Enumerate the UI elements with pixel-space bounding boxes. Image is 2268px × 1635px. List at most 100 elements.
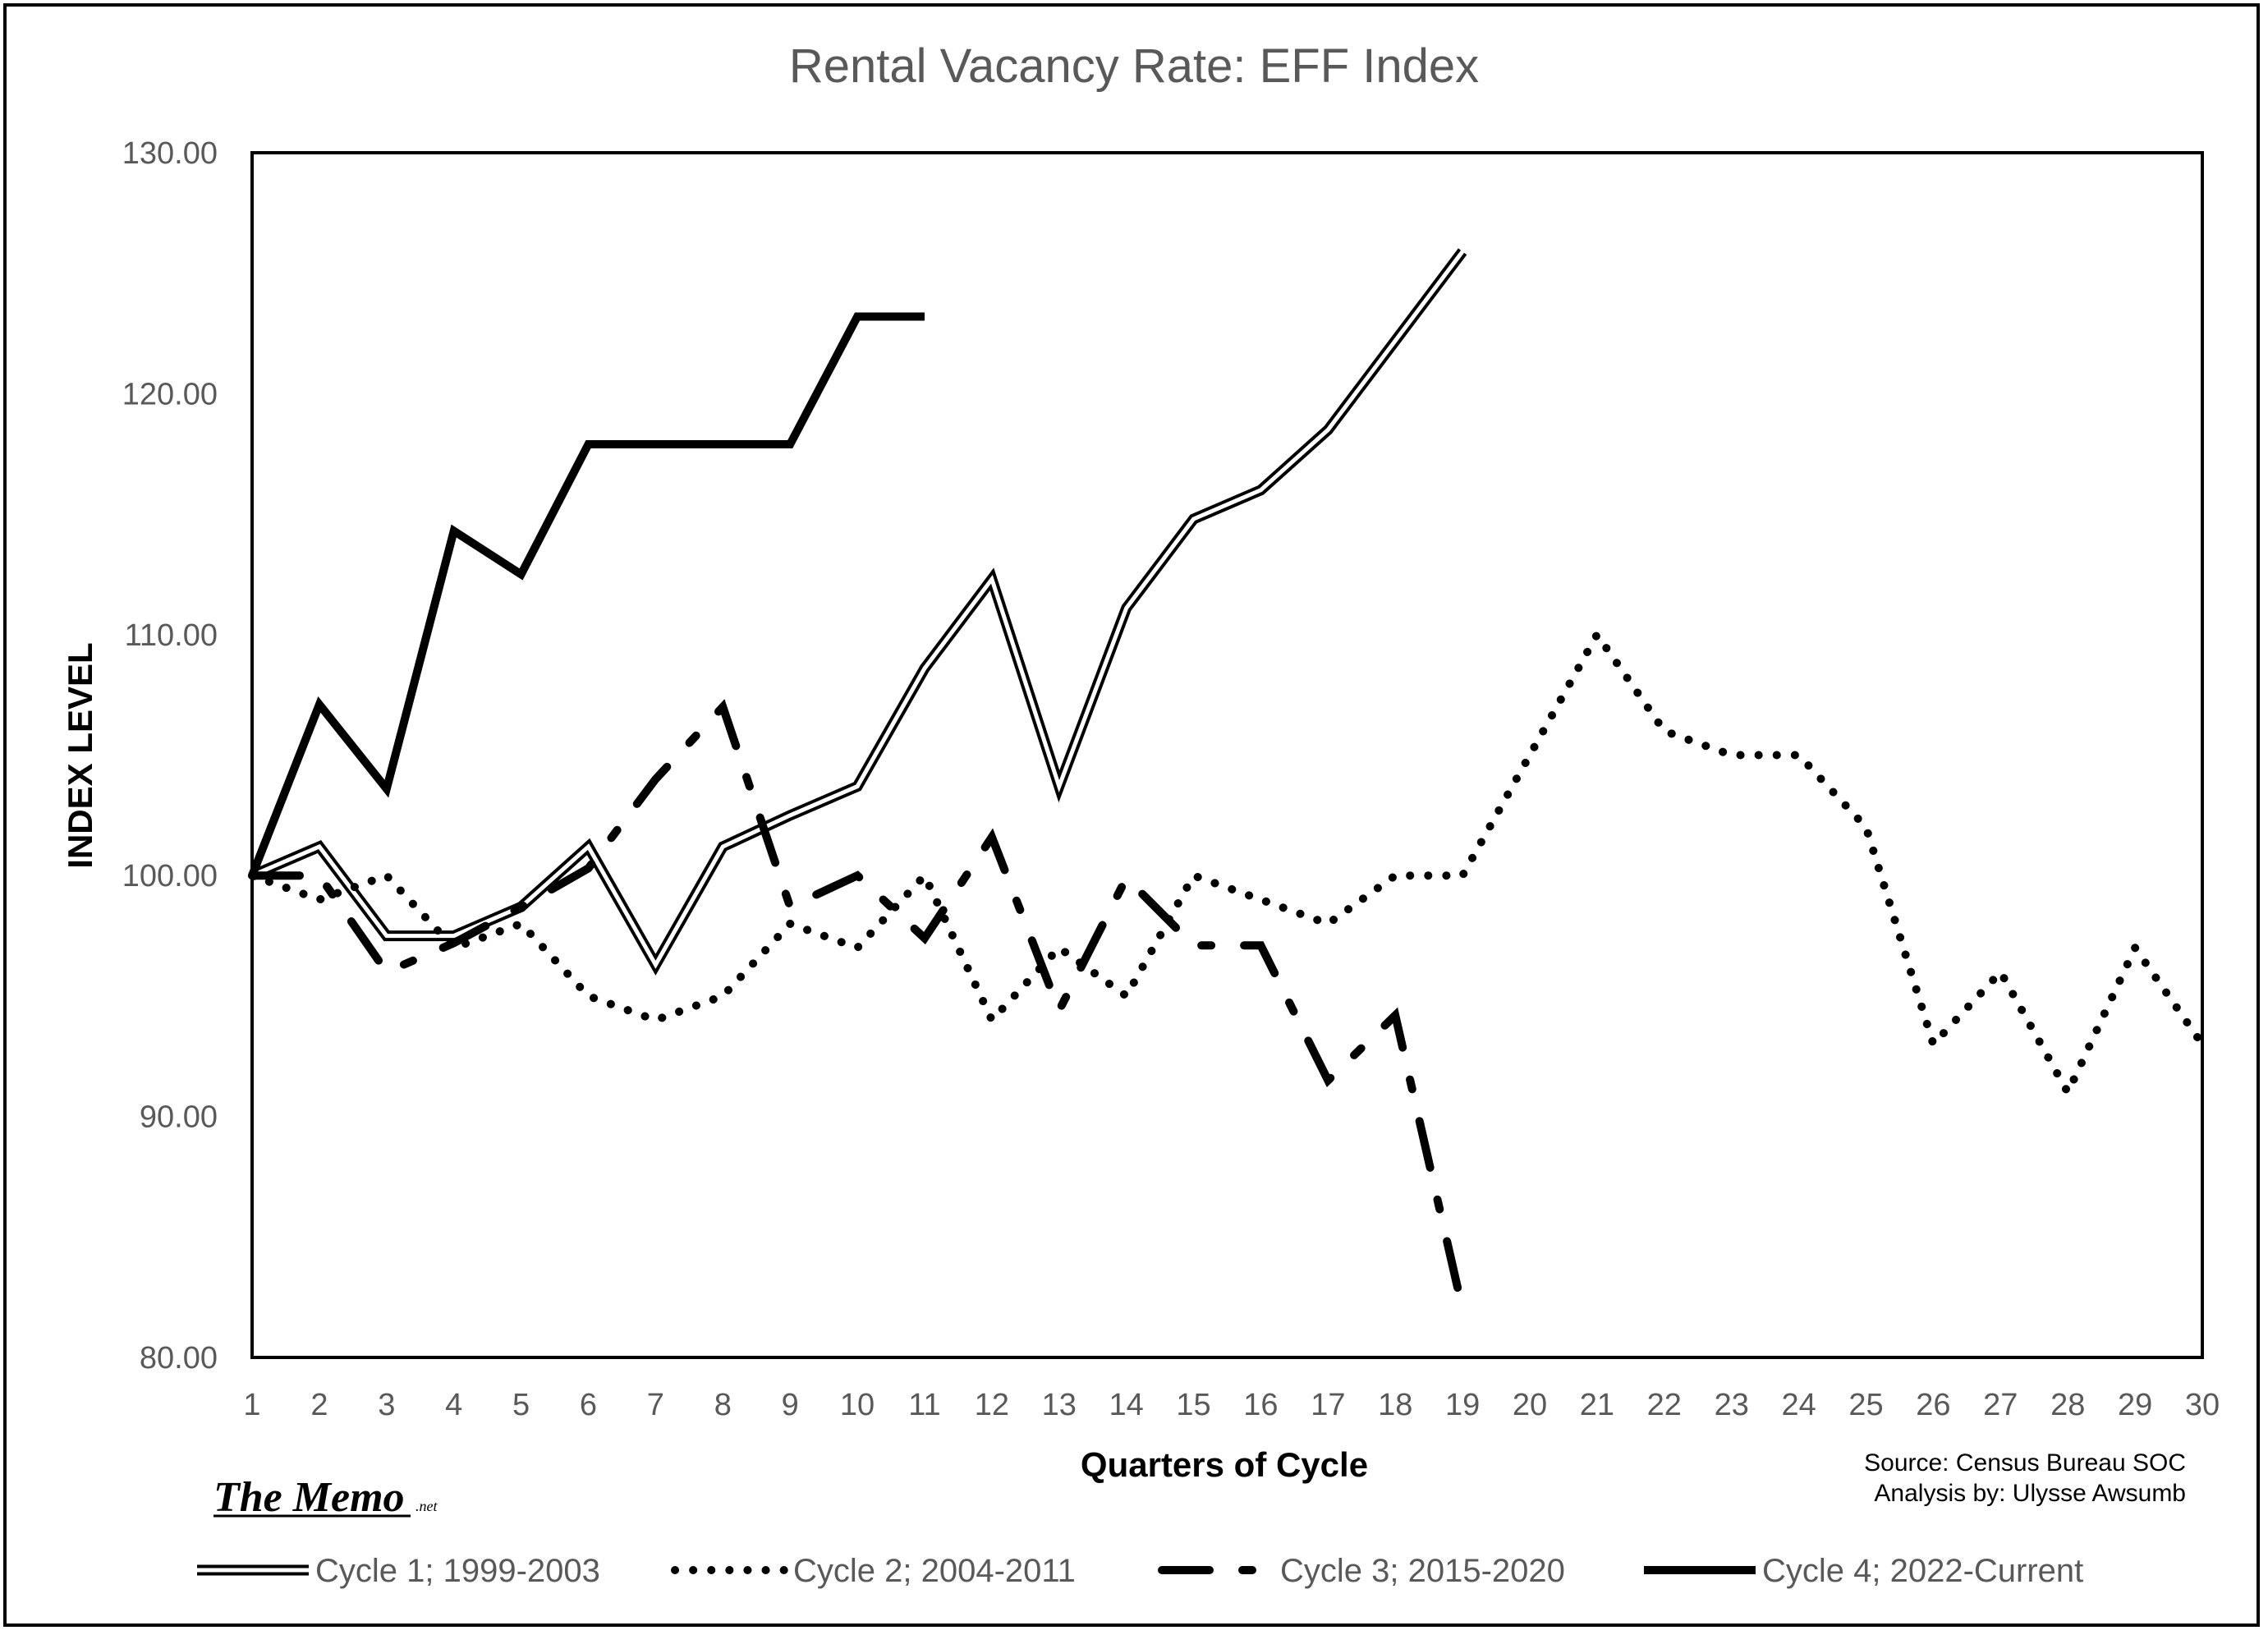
series-3-line [248,699,1467,1314]
source-line: Source: Census Bureau SOC [1864,1449,2186,1477]
legend-label-3: Cycle 3; 2015-2020 [1280,1553,1565,1589]
x-tick-label: 23 [1715,1388,1749,1422]
legend-item-3: Cycle 3; 2015-2020 [1158,1553,1565,1589]
series-3-point [588,868,589,869]
x-tick-label: 4 [445,1388,462,1422]
y-tick-label: 90.00 [140,1100,218,1135]
series-2-point [588,995,589,996]
y-tick-label: 110.00 [125,618,218,653]
x-tick-label: 29 [2118,1388,2152,1422]
series-4-line [248,312,925,878]
series-3-point [1462,1309,1463,1310]
series-4-point [252,875,253,876]
series-2-point [1395,875,1396,876]
series-1-line-inner [251,250,1465,969]
series-1-point [1126,608,1127,609]
x-tick-label: 14 [1109,1388,1144,1422]
series-1-point [1058,786,1059,787]
legend-item-1: Cycle 1; 1999-2003 [197,1553,600,1589]
series-4-point [924,316,925,317]
series-3-point [1395,1015,1396,1016]
x-tick-label: 9 [782,1388,799,1422]
series-2-point [1596,634,1597,635]
series-3-group [248,699,1467,1314]
x-tick-label: 7 [647,1388,664,1422]
x-tick-label: 6 [580,1388,597,1422]
series-1-point [1260,489,1261,490]
series-1-point [453,935,454,936]
series-layer [248,248,2206,1314]
series-3-point [1126,878,1127,879]
series-3-point [924,938,925,939]
x-tick-label: 24 [1781,1388,1816,1422]
y-tick-label: 80.00 [140,1341,218,1376]
x-tick-label: 20 [1513,1388,1547,1422]
series-1-point [386,935,387,936]
x-tick-label: 26 [1916,1388,1950,1422]
x-tick-label: 5 [512,1388,530,1422]
series-1-group [250,248,1467,976]
legend: Cycle 1; 1999-2003 Cycle 2; 2004-2011 Cycl… [197,1553,2083,1589]
series-4-point [453,530,454,531]
legend-label-2: Cycle 2; 2004-2011 [793,1553,1076,1589]
x-tick-label: 30 [2185,1388,2220,1422]
x-tick-label: 10 [840,1388,875,1422]
y-axis-label: INDEX LEVEL [61,642,99,868]
x-tick-label: 16 [1243,1388,1278,1422]
y-tick-label: 130.00 [122,136,218,171]
series-2-point [1328,923,1329,924]
series-3-point [991,837,992,838]
series-1-point [1193,518,1194,519]
legend-label-4: Cycle 4; 2022-Current [1762,1553,2083,1589]
series-1-point [857,786,858,787]
series-3-point [386,971,387,972]
series-3-point [1193,945,1194,946]
the-memo-logo: The Memo .net [213,1474,438,1521]
series-4-point [588,444,589,445]
x-tick-label: 12 [975,1388,1009,1422]
series-4-point [857,316,858,317]
x-axis-ticks: 1 2 3 4 5 6 7 8 9 10 11 12 13 14 15 16 17 18 19 20 21 22 23 24 2… [243,1388,2220,1422]
series-2-point [1260,899,1261,900]
series-3-point [1058,1010,1059,1011]
x-tick-label: 28 [2050,1388,2085,1422]
legend-item-4: Cycle 4; 2022-Current [1644,1553,2083,1589]
series-2-point [1933,1044,1934,1045]
series-2-point [924,875,925,876]
logo-text: The Memo [213,1474,405,1521]
series-3-point [655,778,656,779]
series-2-point [386,875,387,876]
series-2-point [1193,875,1194,876]
series-1-point [1328,429,1329,430]
series-3-point [857,875,858,876]
y-tick-label: 100.00 [122,859,218,893]
series-1-point [991,579,992,580]
x-tick-label: 2 [310,1388,328,1422]
x-tick-label: 17 [1311,1388,1345,1422]
x-tick-label: 21 [1580,1388,1614,1422]
x-tick-label: 8 [714,1388,732,1422]
analysis-credit: Analysis by: Ulysse Awsumb [1874,1480,2186,1507]
x-tick-label: 15 [1176,1388,1210,1422]
plot-area [250,151,2204,1359]
series-3-point [1328,1080,1329,1081]
series-2-point [1462,875,1463,876]
x-axis-label: Quarters of Cycle [1081,1445,1368,1484]
x-tick-label: 13 [1042,1388,1077,1422]
series-2-point [790,923,791,924]
series-4-point [790,444,791,445]
series-1-point [588,846,589,847]
series-2-point [2202,1044,2203,1045]
x-tick-label: 1 [243,1388,260,1422]
chart-title: Rental Vacancy Rate: EFF Index [789,39,1479,93]
series-2-point [1126,995,1127,996]
series-2-point [2000,971,2001,972]
x-tick-label: 18 [1378,1388,1412,1422]
y-tick-label: 120.00 [122,377,218,411]
y-axis-ticks: 80.00 90.00 100.00 110.00 120.00 130.00 [122,136,218,1376]
chart-frame [3,3,2260,1627]
series-1-point [1462,251,1463,252]
legend-item-2: Cycle 2; 2004-2011 [671,1553,1076,1589]
series-4-point [655,444,656,445]
